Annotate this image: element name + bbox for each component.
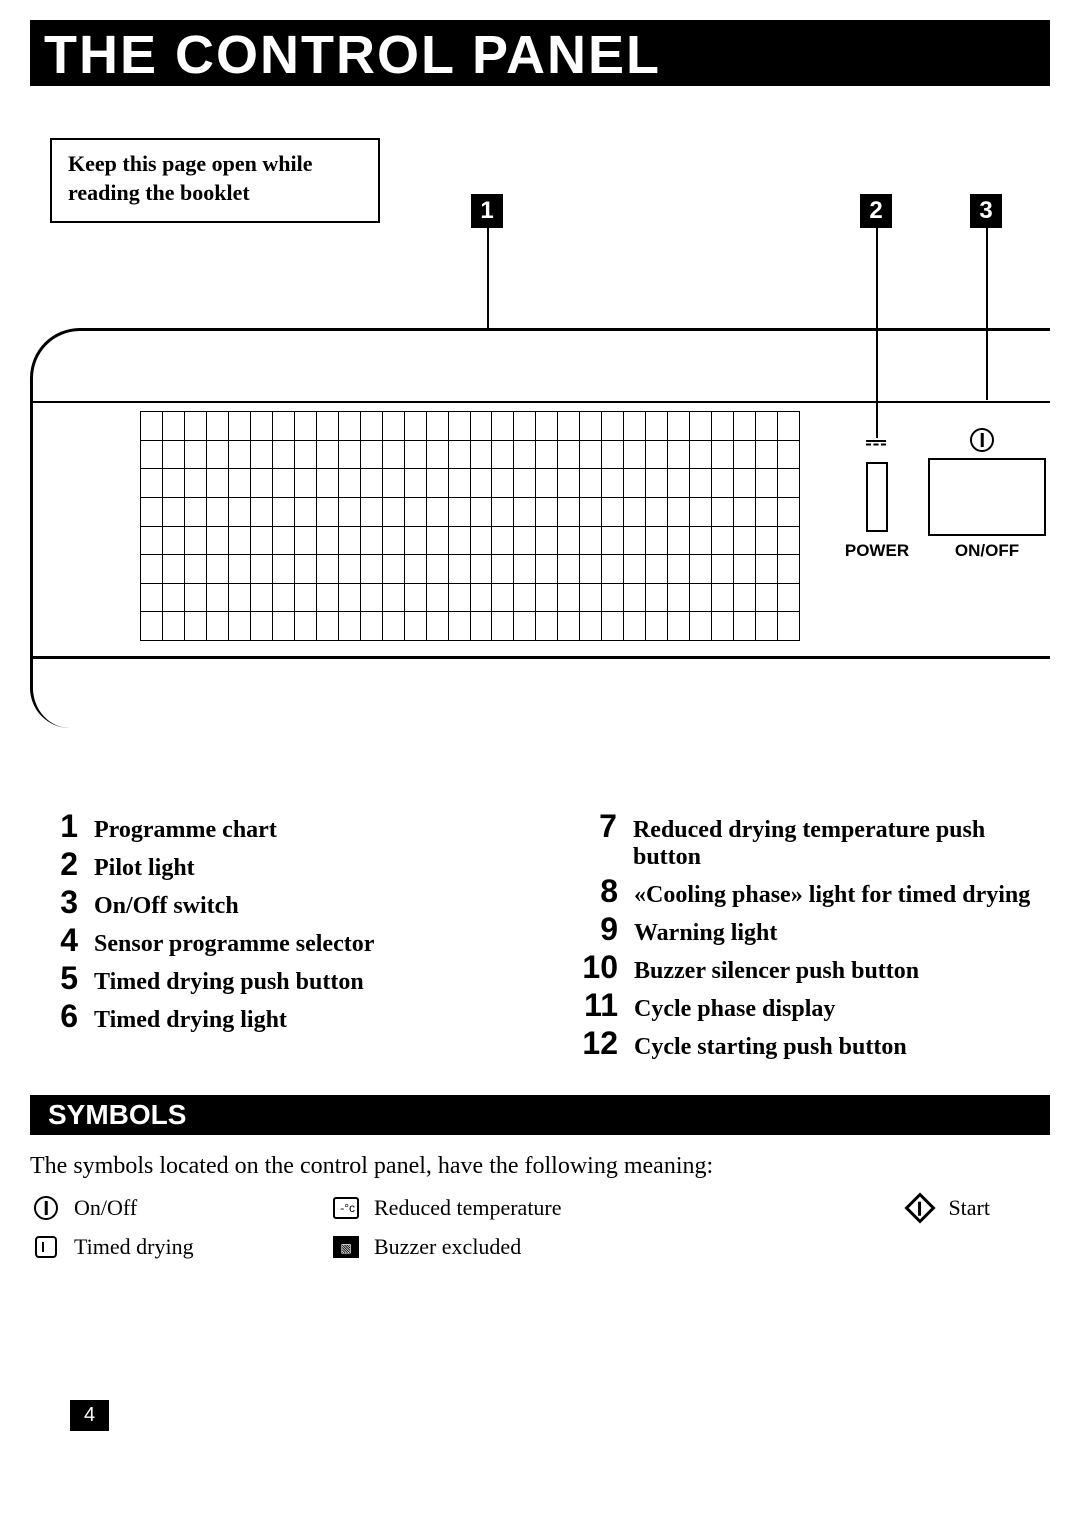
legend-item-number: 3 <box>30 886 78 918</box>
legend-item-text: Reduced drying temperature push button <box>633 817 1050 871</box>
legend-item: 3 On/Off switch <box>30 886 510 920</box>
symbol-start: Start <box>710 1194 1050 1221</box>
legend-item: 5 Timed drying push button <box>30 962 510 996</box>
legend-item-number: 5 <box>30 962 78 994</box>
legend-item: 6 Timed drying light <box>30 1000 510 1034</box>
legend-item-number: 10 <box>570 951 618 983</box>
legend-item-number: 7 <box>570 810 617 842</box>
buzzer-icon: ▧ <box>330 1233 362 1260</box>
legend-item-text: Sensor programme selector <box>94 931 374 958</box>
legend-item-number: 2 <box>30 848 78 880</box>
symbol-timed-label: Timed drying <box>74 1234 194 1260</box>
legend-item: 7 Reduced drying temperature push button <box>570 810 1050 871</box>
symbol-reduced-label: Reduced temperature <box>374 1195 562 1221</box>
legend-item-number: 8 <box>570 875 618 907</box>
symbols-heading: SYMBOLS <box>30 1095 1050 1135</box>
legend-item: 8 «Cooling phase» light for timed drying <box>570 875 1050 909</box>
symbol-buzzer-label: Buzzer excluded <box>374 1234 521 1260</box>
legend-item: 2 Pilot light <box>30 848 510 882</box>
onoff-icon <box>970 422 994 454</box>
legend-item: 10 Buzzer silencer push button <box>570 951 1050 985</box>
symbols-heading-text: SYMBOLS <box>42 1099 192 1130</box>
callout-3: 3 <box>970 194 1002 228</box>
legend-item: 1 Programme chart <box>30 810 510 844</box>
symbol-reduced-temp: -°c Reduced temperature <box>330 1194 710 1221</box>
legend-item: 11 Cycle phase display <box>570 989 1050 1023</box>
power-button[interactable] <box>866 462 888 532</box>
legend-item-text: «Cooling phase» light for timed drying <box>634 882 1030 909</box>
onoff-icon <box>30 1194 62 1221</box>
socket-icon: ⎓ <box>856 426 896 458</box>
start-icon <box>904 1194 936 1221</box>
symbol-buzzer: ▧ Buzzer excluded <box>330 1233 710 1260</box>
legend-item-text: Timed drying push button <box>94 969 364 996</box>
legend-item: 9 Warning light <box>570 913 1050 947</box>
symbol-onoff-label: On/Off <box>74 1195 137 1221</box>
legend-item-text: On/Off switch <box>94 893 239 920</box>
legend-item: 12 Cycle starting push button <box>570 1027 1050 1061</box>
symbol-onoff: On/Off <box>30 1194 330 1221</box>
leader-line-1 <box>487 228 489 328</box>
symbol-timed: Timed drying <box>30 1233 330 1260</box>
panel-bottom-edge <box>30 656 1050 659</box>
panel-divider <box>30 401 1050 403</box>
symbols-intro: The symbols located on the control panel… <box>30 1153 1050 1180</box>
symbols-grid: On/Off -°c Reduced temperature Start Tim… <box>30 1194 1050 1260</box>
programme-chart-grid <box>140 411 800 641</box>
legend-item-text: Pilot light <box>94 855 195 882</box>
reduced-temp-icon: -°c <box>330 1194 362 1221</box>
legend: 1 Programme chart 2 Pilot light 3 On/Off swit… <box>30 806 1050 1065</box>
legend-item-text: Warning light <box>634 920 777 947</box>
power-label: POWER <box>834 541 920 561</box>
power-socket-icon: ⎓ <box>856 426 896 458</box>
legend-item-number: 1 <box>30 810 78 842</box>
callout-1: 1 <box>471 194 503 228</box>
page-number: 4 <box>70 1400 109 1431</box>
page-title: THE CONTROL PANEL <box>30 20 1050 86</box>
onoff-button[interactable] <box>928 458 1046 536</box>
legend-col-right: 7 Reduced drying temperature push button 8… <box>570 806 1050 1065</box>
legend-col-left: 1 Programme chart 2 Pilot light 3 On/Off swit… <box>30 806 510 1065</box>
callout-2: 2 <box>860 194 892 228</box>
legend-item-text: Buzzer silencer push button <box>634 958 919 985</box>
legend-item-number: 6 <box>30 1000 78 1032</box>
legend-item-number: 4 <box>30 924 78 956</box>
legend-item-text: Cycle phase display <box>634 996 835 1023</box>
legend-item-text: Programme chart <box>94 817 277 844</box>
legend-item-text: Timed drying light <box>94 1007 287 1034</box>
onoff-label: ON/OFF <box>928 541 1046 561</box>
legend-item-number: 12 <box>570 1027 618 1059</box>
control-panel-diagram: Keep this page open while reading the bo… <box>30 116 1050 736</box>
legend-item: 4 Sensor programme selector <box>30 924 510 958</box>
legend-item-text: Cycle starting push button <box>634 1034 907 1061</box>
legend-item-number: 11 <box>570 989 618 1021</box>
keep-open-note: Keep this page open while reading the bo… <box>50 138 380 223</box>
timed-icon <box>30 1233 62 1260</box>
legend-item-number: 9 <box>570 913 618 945</box>
symbol-start-label: Start <box>948 1195 990 1221</box>
